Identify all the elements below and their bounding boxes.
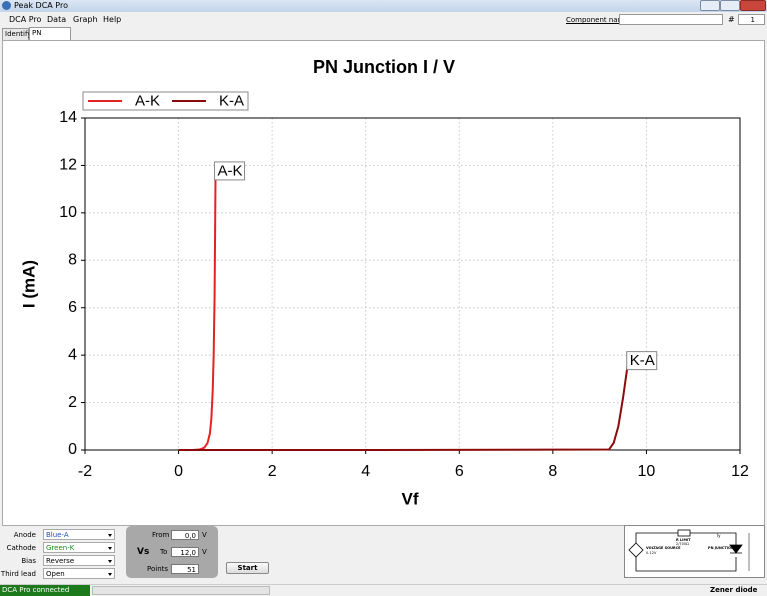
tab-active[interactable]: PN Junction — [29, 27, 71, 48]
control-label: Anode — [13, 531, 36, 539]
x-tick-label: 8 — [548, 463, 557, 480]
x-tick-label: 10 — [638, 463, 656, 480]
count-spinner[interactable]: 1 — [738, 14, 765, 25]
title-bar: Peak DCA Pro — [0, 0, 767, 12]
y-tick-label: 12 — [59, 157, 77, 174]
legend-label: A-K — [135, 92, 160, 109]
diagram-text: PN JUNCTION — [708, 546, 734, 550]
menu-item[interactable]: Data — [47, 15, 67, 24]
progress-bar — [92, 586, 270, 595]
connection-status: DCA Pro connected — [0, 585, 90, 596]
series-line — [178, 364, 629, 451]
y-tick-label: 4 — [68, 346, 77, 363]
minimize-button[interactable] — [700, 0, 720, 11]
y-tick-label: 6 — [68, 299, 77, 316]
series-line — [178, 174, 217, 451]
resistor — [677, 529, 691, 537]
y-axis-label: I (mA) — [19, 260, 38, 308]
hash-label: # — [728, 15, 735, 24]
x-tick-label: 0 — [174, 463, 183, 480]
legend-label: K-A — [219, 92, 244, 109]
x-tick-label: -2 — [78, 463, 92, 480]
y-tick-label: 2 — [68, 394, 77, 411]
vs-label: Vs — [137, 547, 150, 557]
anode-select[interactable]: Blue-A — [43, 529, 115, 540]
plot-frame — [84, 117, 741, 451]
y-tick-label: 0 — [68, 441, 77, 458]
from-field[interactable]: 0,0 — [171, 530, 199, 540]
diagram-text: 2/700Ω — [676, 542, 689, 546]
chart-panel — [2, 40, 765, 526]
y-tick-label: 10 — [59, 204, 77, 221]
close-button[interactable] — [740, 0, 766, 11]
x-axis-label: Vf — [402, 489, 419, 508]
vs-panel: Vs From 0,0 V To 12,0 V Points 51 — [126, 526, 218, 578]
menu-item[interactable]: Graph — [73, 15, 98, 24]
component-name-link[interactable]: Component name — [566, 16, 629, 24]
tab[interactable]: Identify — [2, 28, 31, 40]
y-tick-label: 8 — [68, 252, 77, 269]
annotation: K-A — [630, 352, 655, 369]
menu-item[interactable]: Help — [103, 15, 122, 24]
maximize-button[interactable] — [720, 0, 740, 11]
x-tick-label: 12 — [731, 463, 749, 480]
cathode-select[interactable]: Green-K — [43, 542, 115, 553]
control-label: Cathode — [6, 544, 36, 552]
menu-item[interactable]: DCA Pro — [9, 15, 42, 24]
diode-symbol — [729, 544, 743, 554]
points-field[interactable]: 51 — [171, 564, 199, 574]
y-tick-label: 14 — [59, 109, 77, 126]
annotation-box — [214, 161, 246, 181]
start-button[interactable]: Start — [226, 562, 269, 574]
chart-title: PN Junction I / V — [313, 57, 455, 77]
annotation: A-K — [218, 162, 243, 179]
unit-label: V — [202, 548, 207, 556]
menu-bar: DCA Pro Data Graph Help Component name #… — [0, 12, 767, 27]
bias-select[interactable]: Reverse — [43, 555, 115, 566]
status-bar: DCA Pro connected Zener diode — [0, 584, 767, 596]
from-label: From — [152, 531, 170, 539]
source-symbol — [628, 542, 644, 558]
window-title: Peak DCA Pro — [14, 1, 68, 10]
component-name-input[interactable] — [619, 14, 723, 25]
x-tick-label: 4 — [361, 463, 370, 480]
chart: PN Junction I / V Vf I (mA) 0 2 4 6 8 10 12 14 -… — [19, 57, 749, 509]
diagram-text: R LIMIT — [676, 538, 691, 542]
diagram-frame — [624, 525, 765, 578]
component-status: Zener diode — [710, 586, 758, 594]
x-tick-label: 2 — [268, 463, 277, 480]
third-lead-select[interactable]: Open — [43, 568, 115, 579]
diagram-text: 0-12V — [646, 551, 657, 555]
diagram-text: Iy — [717, 533, 721, 538]
control-label: Third lead — [0, 570, 36, 578]
unit-label: V — [202, 531, 207, 539]
app-icon — [2, 1, 11, 10]
circuit-diagram: R LIMIT 2/700Ω VOLTAGE SOURCE 0-12V PN J… — [624, 525, 765, 578]
control-label: Bias — [21, 557, 36, 565]
legend-box — [82, 91, 249, 111]
diagram-text: VOLTAGE SOURCE — [646, 546, 681, 550]
points-label: Points — [147, 565, 169, 573]
to-field[interactable]: 12,0 — [171, 547, 199, 557]
x-tick-label: 6 — [455, 463, 464, 480]
annotation-box — [626, 351, 658, 371]
to-label: To — [160, 548, 168, 556]
